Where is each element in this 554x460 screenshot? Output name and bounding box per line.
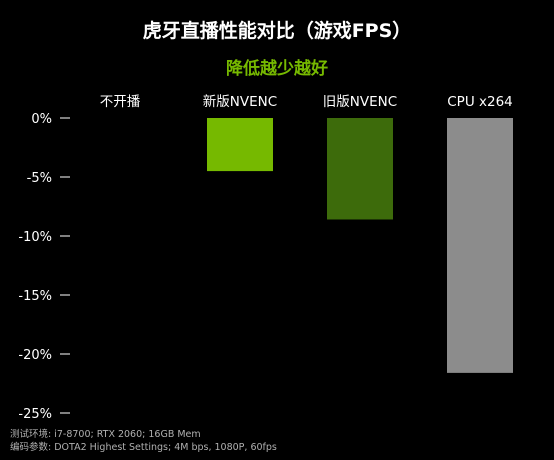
y-tick-label: -10% bbox=[18, 230, 52, 245]
footnote-encoding: 编码参数: DOTA2 Highest Settings; 4M bps, 10… bbox=[10, 441, 277, 453]
category-label: CPU x264 bbox=[447, 94, 513, 110]
y-tick-label: -15% bbox=[18, 289, 52, 304]
category-label: 不开播 bbox=[100, 94, 141, 110]
category-label: 旧版NVENC bbox=[323, 94, 397, 110]
y-tick-label: -5% bbox=[27, 171, 52, 186]
chart-title: 虎牙直播性能对比（游戏FPS） bbox=[143, 19, 412, 42]
category-label: 新版NVENC bbox=[203, 94, 277, 110]
bar bbox=[327, 118, 393, 220]
chart-subtitle: 降低越少越好 bbox=[226, 58, 328, 79]
y-tick-label: -20% bbox=[18, 348, 52, 363]
y-tick-label: 0% bbox=[31, 112, 52, 127]
bar bbox=[207, 118, 273, 172]
plot-area: 0% -5% -10% -15% -20% -25% 不开播 新版NVENC 旧版NVENC CP… bbox=[18, 94, 513, 422]
footnote-environment: 测试环境: i7-8700; RTX 2060; 16GB Mem bbox=[10, 428, 201, 440]
bar bbox=[447, 118, 513, 373]
y-tick-label: -25% bbox=[18, 407, 52, 422]
